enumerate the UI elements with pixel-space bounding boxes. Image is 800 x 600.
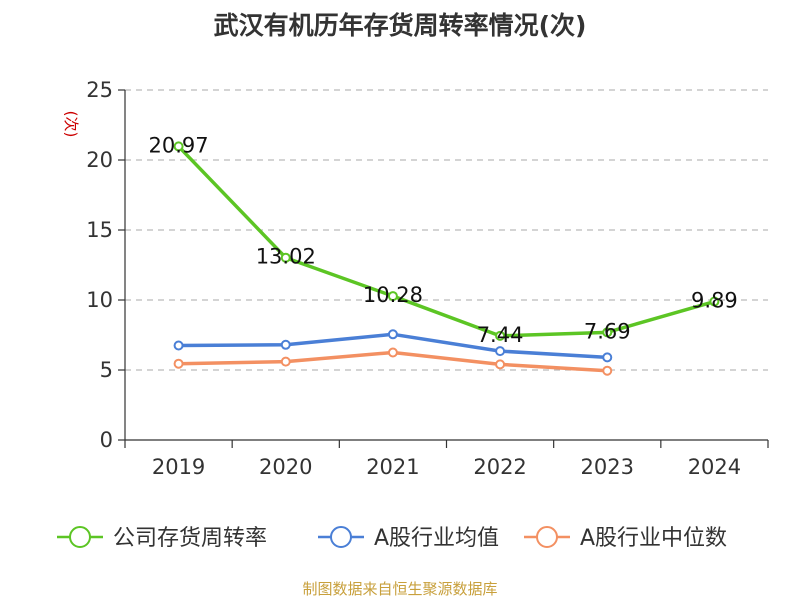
y-tick-label: 0 [100,428,113,452]
legend-marker [536,526,558,548]
data-point [602,327,613,338]
data-point [173,358,184,369]
y-tick-label: 10 [86,288,113,312]
y-tick-label: 25 [86,78,113,102]
y-tick-label: 15 [86,218,113,242]
data-point [602,365,613,376]
chart-title: 武汉有机历年存货周转率情况(次) [213,11,587,40]
legend-label: 公司存货周转率 [113,526,267,551]
data-point [280,339,291,350]
x-tick-label: 2020 [259,455,312,479]
y-tick-label: 5 [100,358,113,382]
data-point [280,356,291,367]
data-labels: 20.97 13.02 10.28 7.44 7.69 9.89 [149,133,738,346]
series-line-0 [176,144,717,338]
data-point [387,291,398,302]
data-label: 9.89 [691,289,738,313]
data-label: 13.02 [256,245,316,269]
data-point [280,252,291,263]
y-tick-labels: 0 5 10 15 20 25 [86,78,113,452]
y-tick-label: 20 [86,148,113,172]
x-tick-labels: 2019 2020 2021 2022 2023 2024 [152,455,741,479]
data-point [709,296,720,307]
data-label: 7.69 [584,319,631,343]
data-label: 7.44 [477,323,524,347]
data-point [602,352,613,363]
x-tick-label: 2022 [473,455,526,479]
legend-item-2: A股行业中位数 [524,526,727,551]
data-point [387,329,398,340]
legend-label: A股行业中位数 [580,526,727,551]
data-label: 10.28 [363,283,423,307]
data-point [173,141,184,152]
legend-item-1: A股行业均值 [318,526,499,551]
series-group [173,141,720,376]
legend-marker [69,526,91,548]
legend: 公司存货周转率 A股行业均值 A股行业中位数 [57,526,727,551]
data-point [495,346,506,357]
data-point [495,359,506,370]
grid-lines [125,89,768,371]
axes [118,89,769,448]
x-tick-label: 2024 [688,455,741,479]
data-point [387,347,398,358]
source-note: 制图数据来自恒生聚源数据库 [302,580,498,598]
legend-label: A股行业均值 [374,526,499,551]
x-tick-label: 2019 [152,455,205,479]
data-point [173,340,184,351]
y-axis-label: (次) [62,111,80,138]
legend-marker [330,526,352,548]
legend-item-0: 公司存货周转率 [57,526,267,551]
x-tick-label: 2021 [366,455,419,479]
data-point [495,330,506,341]
x-tick-label: 2023 [581,455,634,479]
data-label: 20.97 [149,133,209,157]
